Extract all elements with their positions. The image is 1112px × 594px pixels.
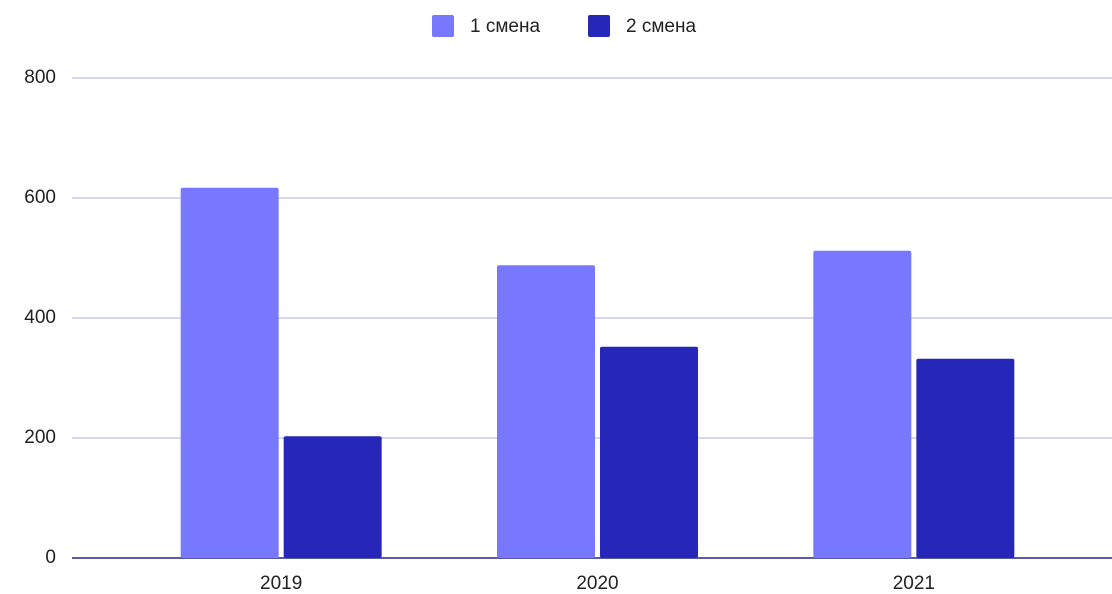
bar xyxy=(283,436,382,558)
legend-swatch xyxy=(588,15,610,37)
legend-label: 2 смена xyxy=(626,16,696,37)
legend-label: 1 смена xyxy=(470,16,540,37)
bar xyxy=(600,346,698,558)
y-tick-label: 600 xyxy=(24,187,56,208)
x-tick-label: 2019 xyxy=(260,573,302,594)
bar xyxy=(497,265,595,558)
y-tick-label: 0 xyxy=(45,547,56,568)
x-tick-label: 2020 xyxy=(576,573,618,594)
y-tick-label: 800 xyxy=(24,67,56,88)
legend-swatch xyxy=(432,15,454,37)
x-tick-label: 2021 xyxy=(893,573,935,594)
y-tick-label: 200 xyxy=(24,427,56,448)
bar xyxy=(813,250,912,559)
y-tick-label: 400 xyxy=(24,307,56,328)
bar xyxy=(180,187,279,559)
bar xyxy=(916,358,1015,558)
